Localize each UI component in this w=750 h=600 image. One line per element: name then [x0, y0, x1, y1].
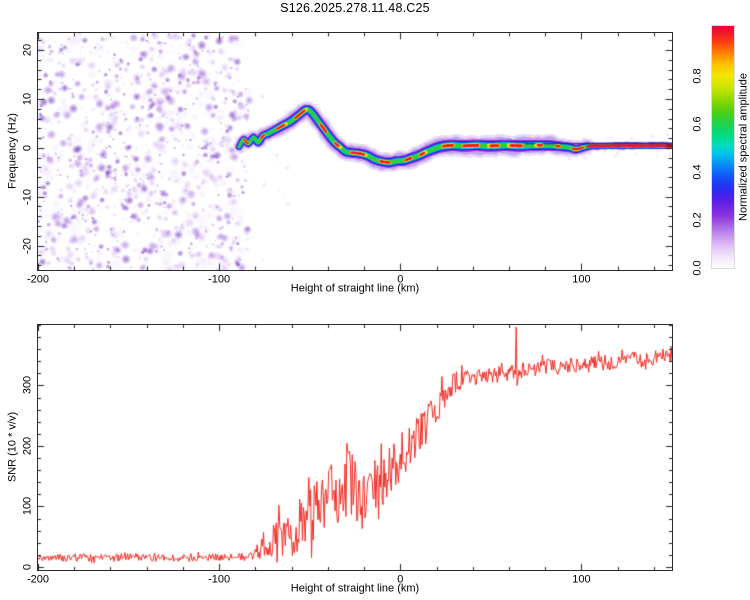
spectrogram-y-tick: 10	[21, 92, 34, 106]
spectrogram-y-tick: -20	[21, 237, 34, 254]
snr-y-tick: 100	[21, 497, 34, 516]
snr-plot-area	[38, 325, 672, 570]
spectrogram-y-tick: 0	[21, 144, 34, 151]
spectrogram-y-axis-label: Frequency (Hz)	[6, 113, 19, 189]
snr-x-tick: 100	[572, 573, 591, 586]
figure-title: S126.2025.278.11.48.C25	[280, 1, 430, 15]
snr-y-tick: 0	[21, 563, 34, 571]
colorbar-tick: 0.0	[691, 260, 704, 276]
snr-panel	[37, 324, 673, 571]
snr-y-axis-label: SNR (10 * v/v)	[6, 411, 19, 483]
spectrogram-x-tick: -100	[208, 273, 231, 286]
colorbar	[711, 25, 735, 269]
snr-x-tick: -200	[26, 573, 50, 586]
spectrogram-y-tick: -10	[21, 188, 34, 205]
colorbar-gradient	[712, 26, 734, 268]
snr-x-tick: 0	[397, 573, 404, 586]
spectrogram-x-tick: 0	[397, 273, 404, 286]
snr-x-tick: -100	[208, 573, 231, 586]
spectrogram-panel	[37, 32, 673, 271]
colorbar-tick: 0.2	[691, 212, 704, 228]
snr-x-axis-label: Height of straight line (km)	[290, 582, 420, 595]
colorbar-label: Normalized spectral amplitude	[737, 73, 750, 221]
spectrogram-x-tick: -200	[26, 273, 50, 286]
spectrogram-plot-area	[38, 33, 672, 270]
colorbar-tick: 0.6	[691, 116, 704, 132]
colorbar-tick: 0.8	[691, 68, 704, 84]
snr-y-tick: 200	[21, 436, 34, 456]
colorbar-tick: 0.4	[691, 164, 704, 180]
spectrogram-y-tick: 20	[21, 43, 34, 57]
spectrogram-x-tick: 100	[572, 273, 591, 286]
spectrogram-x-axis-label: Height of straight line (km)	[290, 282, 420, 295]
snr-y-tick: 300	[21, 376, 34, 395]
